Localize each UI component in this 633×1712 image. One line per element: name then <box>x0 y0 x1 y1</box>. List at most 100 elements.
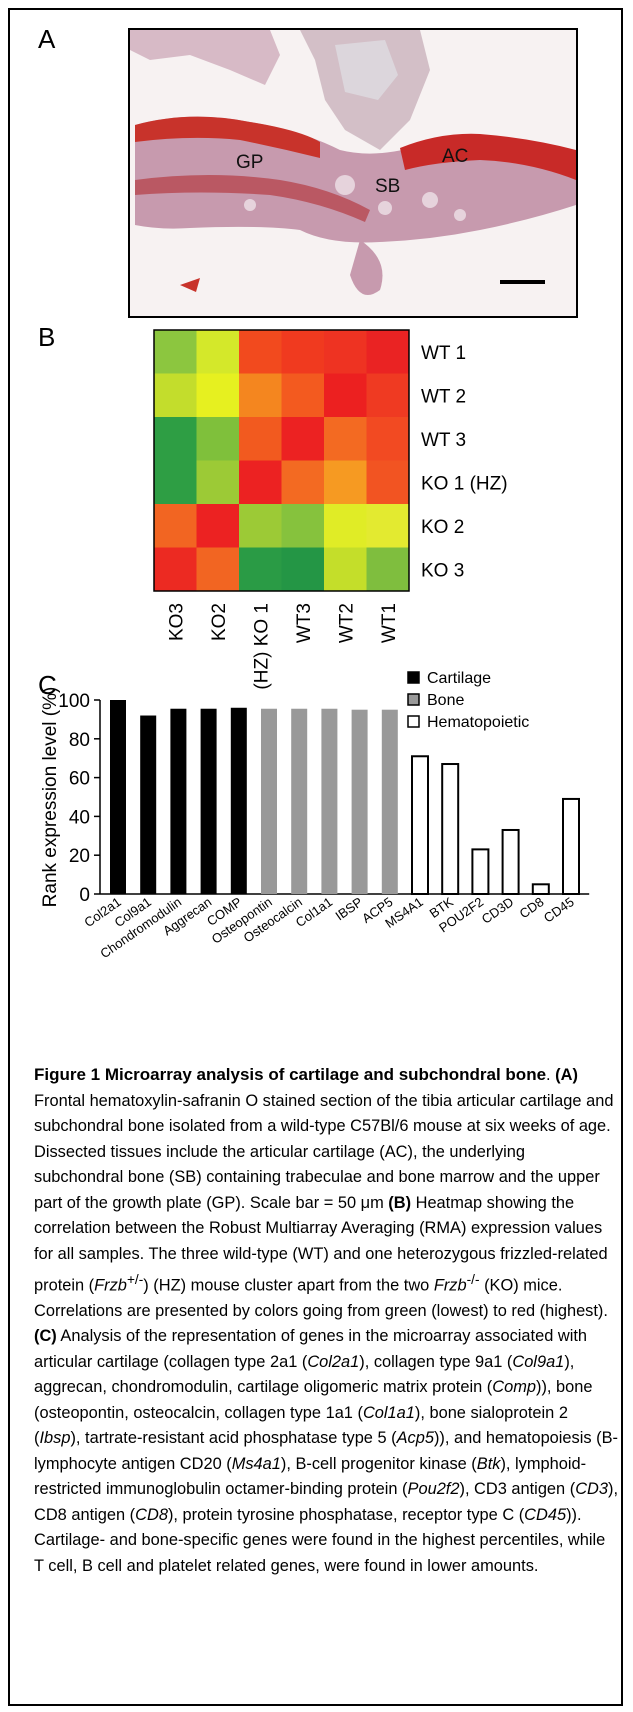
articular-cartilage-band <box>400 133 576 180</box>
histology-drawing: GP SB AC <box>130 30 576 295</box>
legend-label: Hematopoietic <box>427 714 529 731</box>
gene-name: Col1a1 <box>362 1403 415 1422</box>
heatmap-cell <box>324 460 367 505</box>
caption-text: )). Cartilage- and bone-specific genes w… <box>34 1505 606 1575</box>
heatmap-cell <box>281 460 325 505</box>
panel-label-a: A <box>38 24 56 54</box>
bar <box>562 797 580 895</box>
histology-image: GP SB AC <box>128 28 578 318</box>
caption-label-a: (A) <box>555 1066 578 1084</box>
bar <box>291 708 308 894</box>
gene-name: Acp5 <box>396 1429 434 1448</box>
legend-swatch <box>407 671 420 684</box>
heatmap-cell <box>154 460 197 505</box>
gene-name: Btk <box>476 1454 501 1473</box>
caption-label-b: (B) <box>388 1193 412 1212</box>
heatmap-cell <box>239 330 282 374</box>
label-gp: GP <box>236 152 263 173</box>
gene-name: Pou2f2 <box>407 1480 460 1499</box>
scale-bar <box>500 280 545 284</box>
caption-title: Figure 1 Microarray analysis of cartilag… <box>34 1065 547 1084</box>
heatmap-cell <box>366 373 410 418</box>
heatmap-cell <box>154 330 197 374</box>
heatmap-cell <box>154 417 197 461</box>
caption-text: ) (HZ) mouse cluster apart from the two <box>143 1276 434 1295</box>
heatmap-row-label: KO 2 <box>421 517 464 538</box>
figure-frame: A GP SB AC <box>8 8 623 1706</box>
heatmap-cell <box>366 330 410 374</box>
trabecula <box>454 209 466 221</box>
gene-name: Ibsp <box>39 1429 71 1448</box>
trabecula <box>335 175 355 195</box>
label-ac: AC <box>442 146 468 167</box>
y-tick-label: 80 <box>69 730 90 751</box>
heatmap-row-label: KO 3 <box>421 560 464 581</box>
bar <box>321 708 338 894</box>
caption-text: Heatmap showing the correlation between … <box>34 1193 608 1295</box>
heatmap-column-label: WT1 <box>379 603 400 643</box>
heatmap-cell <box>324 373 367 418</box>
label-sb: SB <box>375 176 400 197</box>
bar <box>411 755 429 896</box>
gene-name: CD3 <box>575 1480 608 1499</box>
trabecula <box>244 199 256 211</box>
bar <box>170 708 187 894</box>
x-tick-label: CD3D <box>479 894 517 927</box>
heatmap-row-label: WT 2 <box>421 386 466 407</box>
bar <box>381 709 398 894</box>
x-tick-label: CD45 <box>541 894 577 925</box>
panel-label-b: B <box>38 322 56 352</box>
heatmap-column-label: (HZ) KO 1 <box>251 603 272 690</box>
heatmap: WT 1 WT 2 WT 3 KO 1 (HZ) KO 2 KO 3 KO3 KO2 (HZ) … <box>153 329 508 690</box>
caption-text: ), B-cell progenitor kinase ( <box>280 1454 477 1473</box>
tissue-fragment <box>350 240 383 295</box>
y-axis-label: Rank expression level (%) <box>40 687 61 908</box>
bar <box>501 828 520 895</box>
heatmap-cell <box>366 547 410 592</box>
heatmap-column-label: KO2 <box>209 603 230 641</box>
lower-band <box>135 175 370 222</box>
caption-text: . <box>546 1066 556 1084</box>
trabecula <box>422 192 438 208</box>
bar <box>351 709 368 894</box>
gene-name: CD8 <box>135 1505 168 1524</box>
y-tick-label: 0 <box>79 885 90 906</box>
heatmap-cell <box>281 417 325 461</box>
heatmap-cell <box>196 330 240 374</box>
growth-plate-band <box>135 116 320 158</box>
heatmap-cell <box>154 373 197 418</box>
bar <box>471 848 490 896</box>
bar <box>140 715 157 894</box>
heatmap-cell <box>281 330 325 374</box>
legend-label: Bone <box>427 692 464 709</box>
heatmap-row-label: WT 3 <box>421 430 466 451</box>
heatmap-cell <box>366 417 410 461</box>
heatmap-cell <box>154 547 197 592</box>
heatmap-border <box>153 329 410 592</box>
heatmap-cell <box>281 373 325 418</box>
heatmap-cell <box>196 460 240 505</box>
heatmap-cell <box>196 504 240 548</box>
heatmap-cell <box>324 330 367 374</box>
caption-text: ), CD8 antigen ( <box>34 1480 618 1524</box>
bar <box>441 763 460 895</box>
heatmap-cell <box>239 417 282 461</box>
y-tick-label: 40 <box>69 807 90 828</box>
heatmap-cell <box>196 547 240 592</box>
y-tick-label: 60 <box>69 769 90 790</box>
gene-name: Col9a1 <box>512 1352 565 1371</box>
caption-text: )), bone (osteopontin, osteocalcin, coll… <box>34 1378 593 1422</box>
soft-tissue <box>130 30 280 85</box>
caption-text: (KO) mice. Correlations are presented by… <box>34 1276 608 1320</box>
heatmap-column-label: WT3 <box>294 603 315 643</box>
heatmap-cell <box>239 547 282 592</box>
heatmap-cell <box>239 504 282 548</box>
gene-name: CD45 <box>524 1505 567 1524</box>
caption-text: )), and hematopoiesis (B-lymphocyte anti… <box>34 1429 618 1473</box>
heatmap-cell <box>196 373 240 418</box>
y-tick-label: 100 <box>58 691 90 712</box>
heatmap-cell <box>281 547 325 592</box>
legend-swatch <box>407 715 420 728</box>
heatmap-column-label: WT2 <box>336 603 357 643</box>
caption-text: Analysis of the representation of genes … <box>34 1327 588 1371</box>
